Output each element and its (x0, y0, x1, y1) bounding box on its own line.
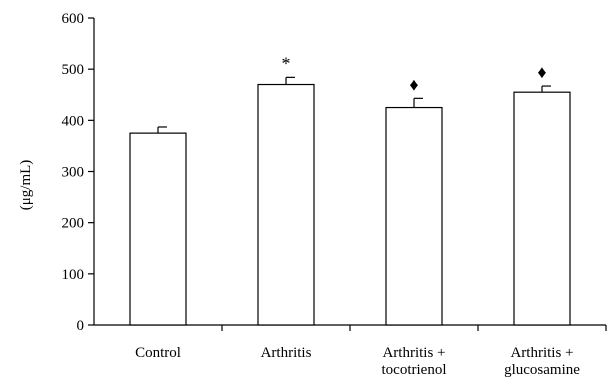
x-tick-label: glucosamine (504, 362, 580, 378)
x-tick-label: Arthritis (261, 345, 312, 361)
y-axis-label: (μg/mL) (18, 160, 34, 211)
significance-marker: * (282, 53, 291, 73)
x-tick-label: Arthritis + (382, 345, 445, 361)
bar (385, 106, 443, 326)
y-tick-label: 0 (77, 318, 85, 334)
x-tick-label: Arthritis + (510, 345, 573, 361)
y-tick-label: 600 (62, 11, 85, 27)
y-tick-label: 100 (62, 267, 85, 283)
y-tick-label: 300 (62, 165, 85, 181)
bar (513, 91, 571, 326)
significance-marker: ♦ (537, 62, 546, 82)
y-tick-label: 400 (62, 113, 85, 129)
bar (129, 132, 187, 326)
x-tick-label: Control (135, 345, 181, 361)
y-tick-label: 200 (62, 216, 85, 232)
bar (257, 83, 315, 326)
x-tick-label: tocotrienol (382, 362, 447, 378)
y-tick-label: 500 (62, 62, 85, 78)
category-labels: Control Arthritis Arthritis +tocotrienolAr… (135, 345, 580, 378)
significance-marker: ♦ (409, 74, 418, 94)
bars: * ♦ ♦ (129, 53, 571, 326)
